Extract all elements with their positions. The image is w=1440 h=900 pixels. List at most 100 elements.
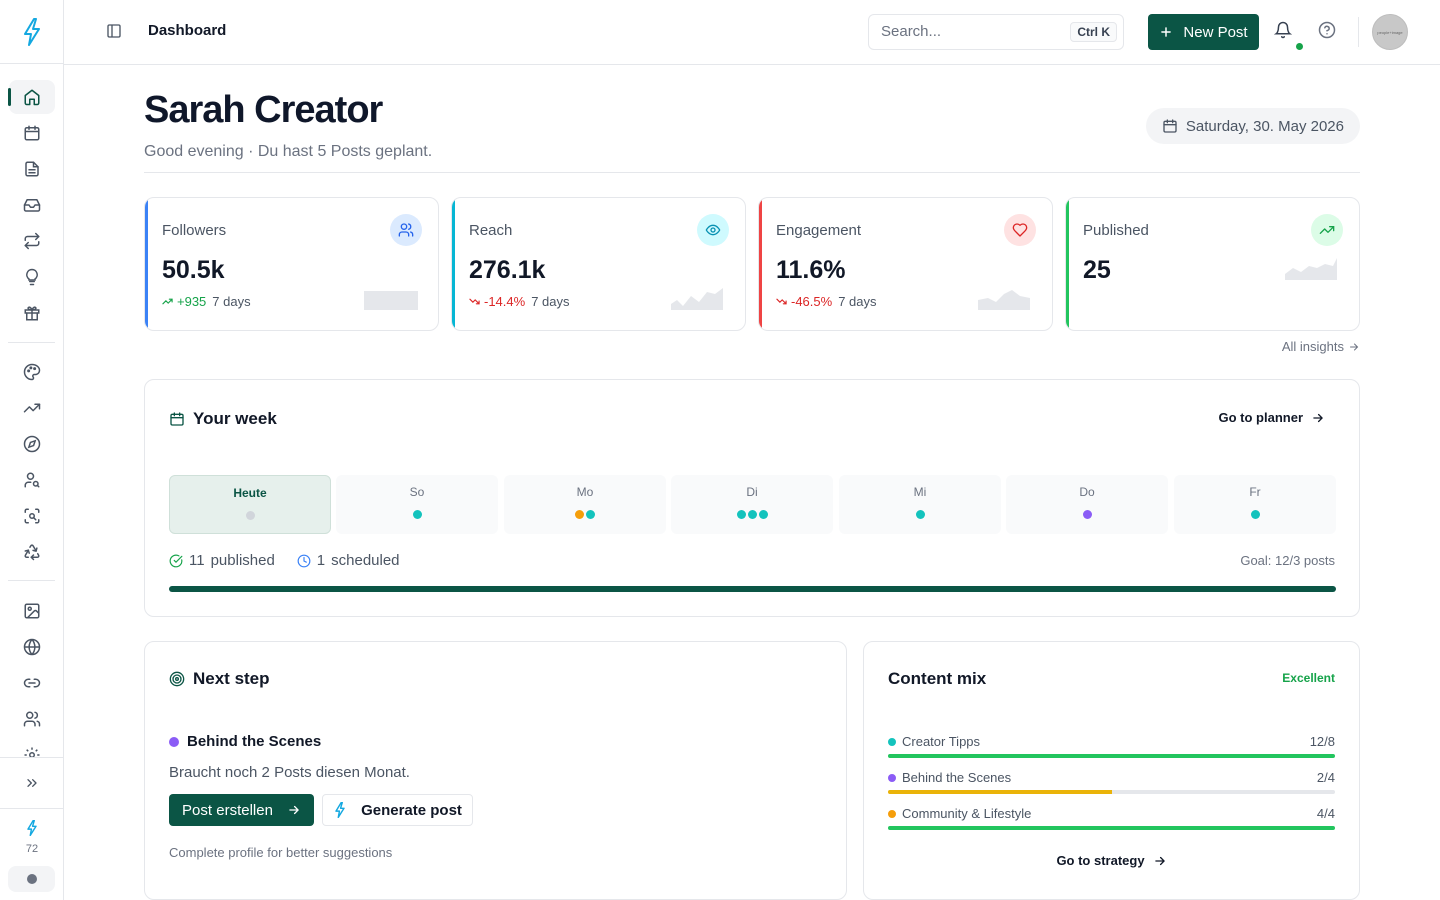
- sidebar-item-calendar[interactable]: [9, 116, 55, 150]
- sidebar-item-brand[interactable]: [9, 355, 55, 389]
- stat-card-published[interactable]: Published 25: [1065, 197, 1360, 331]
- day-cell[interactable]: Di: [671, 475, 833, 534]
- category-dot: [888, 773, 896, 782]
- next-step-description: Braucht noch 2 Posts diesen Monat.: [169, 764, 410, 781]
- notification-dot: [1296, 43, 1303, 50]
- topbar-divider: [1358, 17, 1359, 47]
- generate-post-button[interactable]: Generate post: [322, 794, 473, 826]
- help-button[interactable]: [1318, 21, 1340, 43]
- inbox-icon: [23, 199, 41, 212]
- check-circle-icon: [169, 554, 183, 567]
- category-dot: [169, 736, 179, 747]
- sidebar-item-home[interactable]: [8, 80, 55, 114]
- sidebar-item-audience[interactable]: [9, 463, 55, 497]
- scheduled-label: scheduled: [331, 552, 400, 569]
- sparkline: [1285, 258, 1337, 280]
- new-post-button[interactable]: New Post: [1148, 14, 1259, 50]
- week-progress-bar: [169, 586, 1336, 592]
- stat-delta: +935 7 days: [162, 294, 251, 309]
- day-label: Di: [746, 485, 758, 499]
- day-cell[interactable]: So: [336, 475, 498, 534]
- next-step-title: Next step: [169, 669, 270, 689]
- sidebar-item-scan[interactable]: [9, 499, 55, 533]
- day-cell[interactable]: Fr: [1174, 475, 1336, 534]
- target-icon: [169, 671, 185, 687]
- stat-card-reach[interactable]: Reach 276.1k -14.4% 7 days: [451, 197, 746, 331]
- sidebar-item-media[interactable]: [9, 594, 55, 628]
- sidebar-item-inbox[interactable]: [9, 188, 55, 222]
- day-cell[interactable]: Mo: [504, 475, 666, 534]
- status-indicator[interactable]: [8, 866, 55, 892]
- search-box[interactable]: Ctrl K: [868, 14, 1124, 50]
- page-subtitle: Good evening · Du hast 5 Posts geplant.: [144, 143, 433, 160]
- published-count: 11: [189, 552, 205, 569]
- published-label: published: [210, 552, 275, 569]
- credits-count: 72: [25, 843, 39, 855]
- globe-icon: [23, 638, 41, 656]
- card-accent: [1066, 198, 1069, 330]
- date-pill: Saturday, 30. May 2026: [1145, 108, 1360, 144]
- sidebar-expand-button[interactable]: [9, 766, 55, 800]
- post-dot: [575, 510, 584, 519]
- recycle-icon: [24, 544, 40, 561]
- day-dots: [336, 510, 498, 519]
- post-dot: [586, 510, 595, 519]
- scan-search-icon: [24, 508, 40, 524]
- mix-label: Community & Lifestyle: [902, 806, 1032, 821]
- go-to-planner-link[interactable]: Go to planner: [1219, 410, 1326, 425]
- sidebar-item-links[interactable]: [9, 666, 55, 700]
- post-dot: [758, 510, 768, 519]
- post-dot: [245, 511, 255, 520]
- delta-period: 7 days: [212, 294, 251, 309]
- week-stats: 11 published 1 scheduled: [169, 552, 400, 569]
- all-insights-link[interactable]: All insights: [1282, 339, 1360, 354]
- credits[interactable]: 72: [0, 819, 64, 855]
- sidebar-item-posts[interactable]: [9, 152, 55, 186]
- week-card: Your week Go to planner Heute So Mo Di: [144, 379, 1360, 617]
- breadcrumb: Dashboard: [148, 22, 227, 39]
- day-cell[interactable]: Heute: [169, 475, 331, 534]
- status-dot: [26, 874, 37, 884]
- search-input[interactable]: [881, 23, 1061, 40]
- sparkline: [364, 291, 418, 310]
- day-dots: [504, 510, 666, 519]
- avatar[interactable]: people+image: [1372, 14, 1408, 50]
- sidebar-item-recycle[interactable]: [9, 535, 55, 569]
- all-insights-label: All insights: [1281, 339, 1344, 354]
- category-dot: [888, 737, 896, 746]
- nav-settings: [0, 594, 64, 760]
- sidebar-item-analytics[interactable]: [9, 391, 55, 425]
- sidebar-divider: [8, 580, 55, 581]
- header-divider: [144, 172, 1360, 173]
- topbar: Dashboard Ctrl K New Post people+image: [64, 0, 1440, 65]
- day-cell[interactable]: Mi: [839, 475, 1001, 534]
- sidebar-item-web[interactable]: [9, 630, 55, 664]
- chevrons-right-icon: [27, 779, 37, 787]
- heart-icon: [1012, 223, 1028, 237]
- sidebar-item-repurpose[interactable]: [9, 224, 55, 258]
- sparkline: [978, 290, 1030, 310]
- lightning-logo-icon: [24, 17, 40, 46]
- arrow-right-icon: [289, 805, 299, 815]
- create-post-button[interactable]: Post erstellen: [169, 794, 314, 826]
- notifications-button[interactable]: [1273, 21, 1296, 43]
- sparkline: [671, 288, 723, 310]
- sidebar-item-settings[interactable]: [9, 738, 55, 758]
- stat-value: 11.6%: [776, 256, 846, 284]
- sidebar-toggle-button[interactable]: [104, 21, 124, 41]
- day-cell[interactable]: Do: [1006, 475, 1168, 534]
- next-step-card: Next step Behind the Scenes Braucht noch…: [144, 641, 847, 900]
- sidebar-item-discover[interactable]: [9, 427, 55, 461]
- go-to-planner-label: Go to planner: [1218, 410, 1304, 425]
- sidebar-item-team[interactable]: [9, 702, 55, 736]
- mix-bar: [888, 790, 1335, 794]
- calendar-icon: [170, 412, 184, 426]
- repeat-icon: [24, 232, 40, 250]
- logo[interactable]: [0, 0, 64, 64]
- sidebar-item-gifts[interactable]: [9, 296, 55, 330]
- go-to-strategy-link[interactable]: Go to strategy: [864, 853, 1359, 868]
- stat-card-engagement[interactable]: Engagement 11.6% -46.5% 7 days: [758, 197, 1053, 331]
- delta-value: -14.4%: [484, 294, 526, 309]
- stat-card-followers[interactable]: Followers 50.5k +935 7 days: [144, 197, 439, 331]
- sidebar-item-ideas[interactable]: [9, 260, 55, 294]
